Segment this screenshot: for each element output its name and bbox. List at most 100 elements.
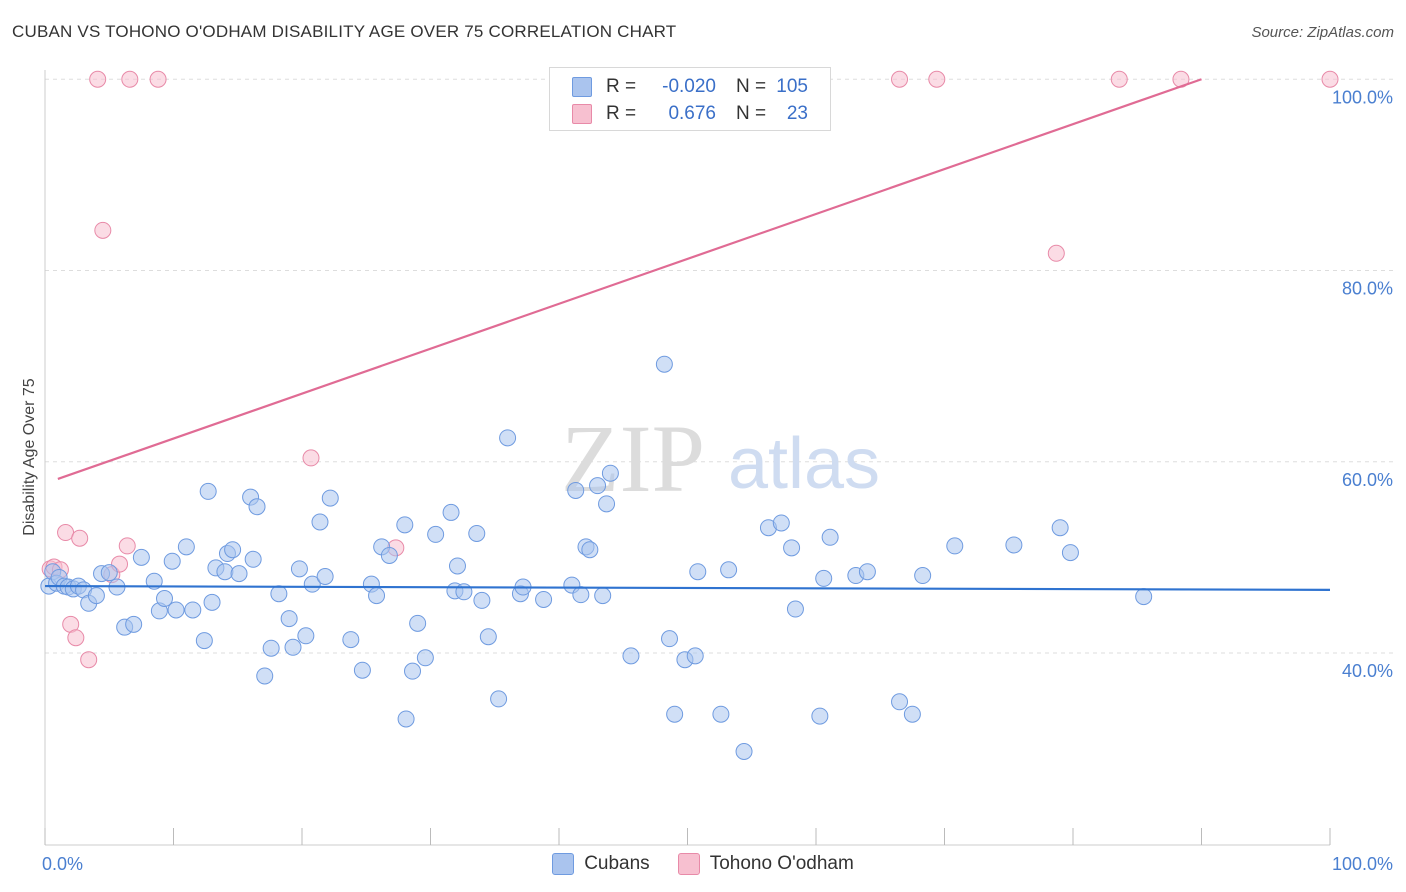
data-point-cuban [230,565,248,583]
data-point-cuban [280,610,298,628]
x-tick-label: 0.0% [42,854,83,874]
data-point-cuban [735,742,753,760]
legend-swatch-cubans [552,853,575,875]
data-point-tohono [1321,70,1339,88]
trend-lines [44,78,1331,591]
legend-swatch-pink [572,104,592,124]
series-cubans-points [40,355,1153,760]
data-point-cuban [248,498,266,516]
data-point-tohono [57,524,75,542]
data-point-tohono [118,537,136,555]
legend-n-label: N = [736,76,767,97]
data-point-cuban [262,639,280,657]
legend-label-tohono: Tohono O'odham [709,853,854,874]
y-tick-label: 100.0% [1332,87,1393,107]
data-point-cuban [284,638,302,656]
series-legend: Cubans Tohono O'odham [0,852,1406,876]
data-point-cuban [100,564,118,582]
data-point-tohono [121,70,139,88]
data-point-cuban [199,482,217,500]
legend-swatch-tohono [677,853,700,875]
data-point-cuban [396,516,414,534]
data-point-cuban [321,489,339,507]
data-point-cuban [290,560,308,578]
data-point-cuban [666,705,684,723]
y-tick-label: 60.0% [1342,470,1393,490]
data-point-cuban [203,593,221,611]
data-point-tohono [89,70,107,88]
data-point-cuban [772,514,790,532]
data-point-cuban [427,525,445,543]
data-point-cuban [821,528,839,546]
data-point-tohono [80,651,98,669]
data-point-cuban [311,513,329,531]
data-point-cuban [163,552,181,570]
data-point-cuban [316,568,334,585]
data-point-tohono [149,70,167,88]
data-point-cuban [1005,536,1023,554]
data-point-cuban [598,495,616,513]
data-point-tohono [71,529,89,547]
data-point-cuban [811,707,829,725]
data-point-cuban [270,585,288,603]
data-point-cuban [195,632,213,650]
data-point-cuban [177,538,195,556]
data-point-cuban [416,649,434,667]
data-point-cuban [589,477,607,495]
data-point-cuban [891,693,909,711]
data-point-cuban [409,614,427,632]
axis-labels: 40.0% 60.0% 80.0% 100.0% 0.0% 100.0% Disabilit… [21,87,1393,874]
data-point-tohono [1110,70,1128,88]
data-point-cuban [342,631,360,649]
data-point-cuban [167,601,185,619]
legend-n-value: 23 [786,103,808,124]
watermark-zip: ZIP [561,405,705,512]
legend-r-value: 0.676 [668,103,716,124]
legend-r-value: -0.020 [662,76,716,97]
data-point-cuban [903,705,921,723]
data-point-cuban [404,662,422,680]
data-point-cuban [815,569,833,587]
data-point-cuban [686,647,704,665]
data-point-cuban [1051,519,1069,537]
data-point-cuban [622,647,640,665]
data-point-cuban [720,561,738,579]
data-point-cuban [442,503,460,521]
data-point-cuban [468,524,486,542]
legend-r-label: R = [606,76,637,97]
data-point-cuban [368,587,386,605]
data-point-cuban [125,615,143,633]
data-point-tohono [1047,244,1065,262]
legend-row-cubans: R = -0.020 N = 105 [572,74,808,100]
data-point-cuban [567,481,585,499]
data-point-cuban [689,563,707,581]
trend-line-cubans [44,584,1331,591]
x-tick-label: 100.0% [1332,854,1393,874]
legend-n-label: N = [736,103,767,124]
data-point-cuban [353,661,371,679]
data-point-cuban [499,429,517,447]
legend-swatch-blue [572,77,592,97]
data-point-cuban [914,567,932,585]
legend-row-tohono: R = 0.676 N = 23 [572,101,808,127]
data-point-cuban [87,587,105,605]
data-point-cuban [535,590,553,608]
data-point-cuban [256,667,274,685]
data-point-cuban [397,710,415,728]
axes [44,70,1331,846]
y-axis-label: Disability Age Over 75 [21,378,38,536]
data-point-cuban [224,541,242,559]
data-point-cuban [132,548,150,566]
data-point-cuban [479,628,497,646]
correlation-legend: R = -0.020 N = 105 R = 0.676 N = 23 [549,67,831,131]
chart-title: CUBAN VS TOHONO O'ODHAM DISABILITY AGE O… [12,22,677,41]
data-point-cuban [655,355,673,373]
data-point-cuban [601,464,619,482]
data-point-cuban [661,630,679,648]
y-tick-label: 80.0% [1342,279,1393,299]
data-point-tohono [928,70,946,88]
data-point-cuban [448,557,466,575]
data-point-cuban [297,627,315,645]
data-point-cuban [858,563,876,581]
data-point-cuban [184,601,202,619]
